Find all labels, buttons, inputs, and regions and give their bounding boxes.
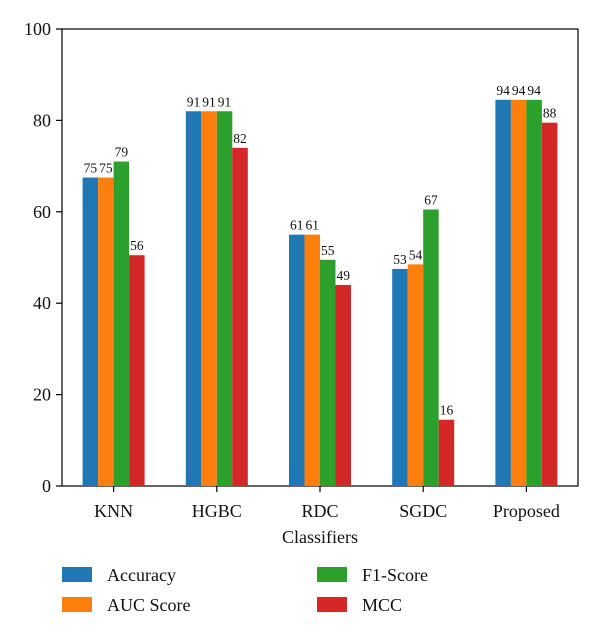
- bar-value-label: 53: [393, 252, 407, 267]
- bar: [304, 234, 320, 486]
- x-tick-label: KNN: [94, 501, 133, 521]
- bar: [201, 111, 217, 486]
- bar-value-label: 94: [512, 83, 526, 98]
- bar-value-label: 16: [440, 403, 454, 418]
- bar: [423, 209, 439, 486]
- bar-value-label: 75: [84, 161, 98, 176]
- bar-value-label: 49: [337, 268, 351, 283]
- legend: Accuracy AUC Score F1-Score MCC: [62, 565, 428, 615]
- bar: [98, 177, 114, 486]
- y-tick-label: 20: [33, 385, 51, 405]
- legend-item: MCC: [317, 595, 402, 615]
- bar-value-label: 88: [543, 106, 557, 121]
- bar-value-label: 82: [233, 131, 247, 146]
- bar: [320, 259, 336, 486]
- bar: [289, 234, 305, 486]
- bar-value-label: 55: [321, 243, 335, 258]
- bar-value-label: 61: [306, 218, 320, 233]
- bar: [232, 147, 248, 486]
- legend-label: MCC: [362, 595, 402, 615]
- y-tick-label: 60: [33, 202, 51, 222]
- x-tick-label: HGBC: [192, 501, 242, 521]
- bar: [407, 264, 424, 486]
- y-tick-label: 100: [24, 19, 51, 39]
- legend-item: F1-Score: [317, 565, 428, 585]
- bar: [129, 255, 145, 486]
- bar-value-label: 94: [496, 83, 510, 98]
- y-tick-label: 40: [33, 293, 51, 313]
- legend-item: AUC Score: [62, 595, 191, 615]
- y-axis: 0 20 40 60 80 100: [24, 19, 62, 496]
- bar: [82, 177, 99, 486]
- bar-value-label: 94: [527, 83, 541, 98]
- y-tick-label: 80: [33, 110, 51, 130]
- bar: [113, 161, 130, 486]
- legend-swatch: [62, 567, 92, 582]
- legend-swatch: [317, 597, 347, 612]
- bar-value-label: 91: [202, 94, 216, 109]
- bar: [438, 419, 455, 486]
- bar-value-label: 67: [424, 193, 438, 208]
- bar-value-label: 91: [187, 94, 201, 109]
- y-tick-label: 0: [42, 476, 51, 496]
- x-axis: KNN HGBC RDC SGDC Proposed: [94, 486, 560, 521]
- bars: [82, 99, 558, 487]
- legend-swatch: [62, 597, 92, 612]
- bar-value-label: 75: [99, 161, 113, 176]
- bar: [392, 268, 408, 486]
- bar-value-label: 56: [130, 238, 144, 253]
- x-tick-label: RDC: [301, 501, 338, 521]
- bar: [526, 99, 542, 487]
- bar-value-label: 61: [290, 218, 304, 233]
- bar-value-label: 54: [409, 247, 423, 262]
- bar-value-label: 91: [218, 94, 232, 109]
- legend-label: F1-Score: [362, 565, 428, 585]
- bar-value-label: 79: [115, 145, 129, 160]
- bar: [335, 284, 351, 486]
- bar: [185, 111, 202, 486]
- legend-item: Accuracy: [62, 565, 176, 585]
- bar: [510, 99, 527, 487]
- x-axis-title: Classifiers: [282, 527, 358, 547]
- legend-label: Accuracy: [107, 565, 176, 585]
- bar: [216, 111, 233, 486]
- x-tick-label: Proposed: [493, 501, 560, 521]
- x-tick-label: SGDC: [399, 501, 447, 521]
- legend-swatch: [317, 567, 347, 582]
- bar: [495, 99, 511, 487]
- legend-label: AUC Score: [107, 595, 191, 615]
- bar: [541, 122, 558, 486]
